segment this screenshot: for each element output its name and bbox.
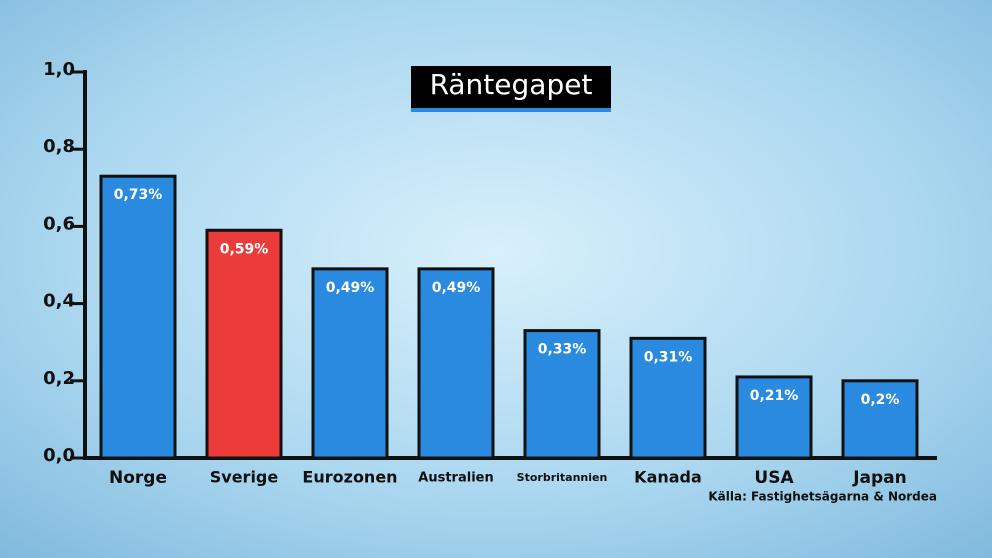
bar	[629, 336, 707, 460]
x-tick-label: Kanada	[634, 468, 702, 487]
bar	[205, 228, 283, 460]
value-label: 0,2%	[861, 392, 900, 408]
source-note: Källa: Fastighetsägarna & Nordea	[708, 490, 937, 504]
value-label: 0,21%	[750, 388, 799, 404]
bar	[99, 174, 177, 460]
x-tick-label: Eurozonen	[302, 468, 397, 487]
y-tick-label: 0,6	[43, 213, 75, 234]
bar	[417, 267, 495, 460]
y-tick-label: 1,0	[43, 59, 75, 80]
bar	[523, 329, 601, 460]
value-label: 0,73%	[114, 187, 163, 203]
x-tick-label: Australien	[418, 471, 493, 486]
y-tick-label: 0,0	[43, 445, 75, 466]
y-tick-label: 0,4	[43, 291, 75, 312]
x-tick-label: USA	[754, 468, 794, 488]
x-tick-label: Sverige	[210, 468, 279, 487]
bar	[735, 375, 813, 460]
bar	[311, 267, 389, 460]
bar	[841, 379, 919, 460]
x-tick-label: Norge	[109, 468, 167, 488]
value-label: 0,49%	[326, 280, 375, 296]
x-tick-label: Japan	[852, 468, 907, 488]
value-label: 0,31%	[644, 349, 693, 365]
title-box	[411, 66, 611, 110]
value-label: 0,59%	[220, 241, 269, 257]
x-tick-label: Storbritannien	[517, 471, 608, 484]
title-underline	[411, 108, 611, 112]
y-tick-label: 0,2	[43, 368, 75, 389]
chart-title: Räntegapet	[430, 68, 593, 101]
y-tick-label: 0,8	[43, 136, 75, 157]
value-label: 0,49%	[432, 280, 481, 296]
value-label: 0,33%	[538, 342, 587, 358]
